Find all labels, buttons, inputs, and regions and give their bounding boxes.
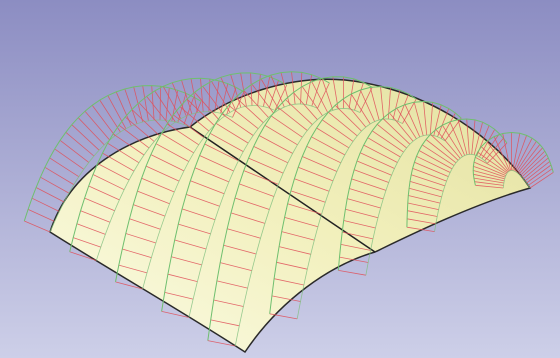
page: (() => { const svg = document.getElement… bbox=[0, 0, 560, 358]
cad-viewport bbox=[0, 0, 560, 358]
